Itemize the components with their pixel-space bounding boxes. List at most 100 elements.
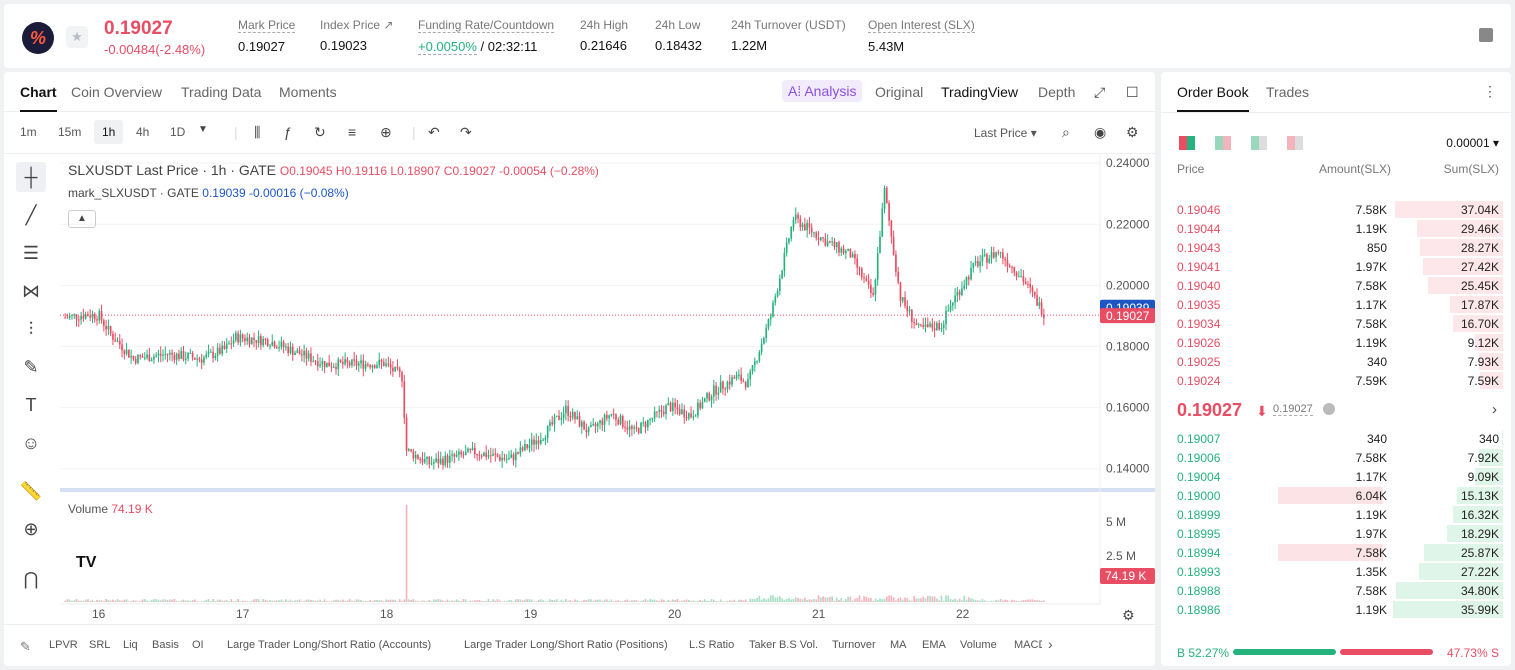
ruler-icon[interactable]: 📏: [19, 481, 43, 501]
scroll-right-icon[interactable]: ›: [1048, 636, 1053, 652]
ask-row[interactable]: 0.19043 850 28.27K: [1161, 238, 1511, 257]
add-alert-icon[interactable]: ⊕: [380, 124, 392, 140]
indicator-ls-accounts[interactable]: Large Trader Long/Short Ratio (Accounts): [227, 639, 432, 651]
timeframe-dropdown-icon[interactable]: ▼: [198, 124, 208, 135]
collapse-legend-button[interactable]: ▲: [68, 210, 96, 228]
crosshair-icon[interactable]: ┼: [16, 162, 46, 192]
expand-icon[interactable]: ⤢: [1094, 84, 1106, 100]
zoom-in-icon[interactable]: ⊕: [23, 519, 39, 539]
bid-row[interactable]: 0.19007 340 340: [1161, 429, 1511, 448]
indicators-icon[interactable]: ƒ: [284, 124, 292, 140]
timeframe-4h[interactable]: 4h: [136, 125, 150, 139]
camera-icon[interactable]: ◉: [1094, 124, 1107, 140]
bid-row[interactable]: 0.18988 7.58K 34.80K: [1161, 581, 1511, 600]
candle-body: [82, 316, 85, 319]
volume-bar: [778, 596, 781, 602]
bid-row[interactable]: 0.19004 1.17K 9.09K: [1161, 467, 1511, 486]
view-depth[interactable]: Depth: [1038, 84, 1076, 100]
more-options-icon[interactable]: ⋮: [1483, 83, 1497, 99]
view-original[interactable]: Original: [875, 84, 924, 100]
search-icon[interactable]: ⌕: [1062, 124, 1070, 140]
book-mode-asks-icon[interactable]: [1287, 136, 1303, 150]
ask-row[interactable]: 0.19041 1.97K 27.42K: [1161, 257, 1511, 276]
candle-body: [180, 351, 183, 359]
candle-body: [269, 345, 271, 347]
horizontal-lines-icon[interactable]: ☰: [22, 243, 40, 263]
candle-body: [876, 253, 879, 280]
stat-index-price[interactable]: Index Price ↗ 0.19023: [320, 18, 394, 53]
indicator-srl[interactable]: SRL: [89, 639, 111, 651]
timeframe-1d[interactable]: 1D: [170, 125, 186, 139]
bid-row[interactable]: 0.18993 1.35K 27.22K: [1161, 562, 1511, 581]
bid-row[interactable]: 0.18995 1.97K 18.29K: [1161, 524, 1511, 543]
volume-bar: [241, 600, 244, 602]
timeframe-1h[interactable]: 1h: [94, 120, 124, 144]
settings-gear-icon[interactable]: ⚙: [1126, 124, 1139, 140]
volume-bar: [1017, 601, 1020, 602]
indicator-ema[interactable]: EMA: [922, 639, 946, 651]
indicator-taker-vol[interactable]: Taker B.S Vol.: [749, 639, 819, 651]
edit-indicators-icon[interactable]: ✎: [20, 639, 31, 654]
indicator-ma[interactable]: MA: [890, 639, 907, 651]
view-tradingview[interactable]: TradingView: [941, 84, 1019, 100]
bid-row[interactable]: 0.19006 7.58K 7.92K: [1161, 448, 1511, 467]
magnet-icon[interactable]: ⋂: [23, 569, 39, 589]
trend-line-icon[interactable]: ╱: [25, 205, 37, 225]
chevron-right-icon[interactable]: ›: [1492, 401, 1497, 418]
indicator-oi[interactable]: OI: [192, 639, 204, 651]
ask-row[interactable]: 0.19040 7.58K 25.45K: [1161, 276, 1511, 295]
ask-row[interactable]: 0.19025 340 7.93K: [1161, 352, 1511, 371]
candle-body: [212, 351, 214, 359]
volume-bar: [68, 599, 71, 602]
tab-order-book[interactable]: Order Book: [1177, 84, 1249, 112]
bid-row[interactable]: 0.18994 7.58K 25.87K: [1161, 543, 1511, 562]
ask-row[interactable]: 0.19035 1.17K 17.87K: [1161, 295, 1511, 314]
ask-row[interactable]: 0.19024 7.59K 7.59K: [1161, 371, 1511, 390]
tab-moments[interactable]: Moments: [279, 84, 337, 100]
price-type-select[interactable]: Last Price ▾: [974, 126, 1037, 140]
book-mode-split-icon[interactable]: [1215, 136, 1231, 150]
book-mode-both-icon[interactable]: [1179, 136, 1195, 150]
ask-row[interactable]: 0.19026 1.19K 9.12K: [1161, 333, 1511, 352]
ask-row[interactable]: 0.19046 7.58K 37.04K: [1161, 200, 1511, 219]
price-chart[interactable]: 0.24000 0.22000 0.20000 0.18000 0.16000 0.140…: [60, 154, 1155, 624]
bid-row[interactable]: 0.18999 1.19K 16.32K: [1161, 505, 1511, 524]
timeframe-1m[interactable]: 1m: [20, 125, 37, 139]
candle-body: [109, 326, 112, 334]
book-mode-bids-icon[interactable]: [1251, 136, 1267, 150]
indicator-ls-positions[interactable]: Large Trader Long/Short Ratio (Positions…: [464, 639, 668, 651]
timeframe-15m[interactable]: 15m: [58, 125, 82, 139]
emoji-icon[interactable]: ☺: [21, 433, 41, 453]
tab-chart[interactable]: Chart: [20, 84, 57, 112]
tab-trades[interactable]: Trades: [1266, 84, 1310, 100]
templates-icon[interactable]: ≡: [348, 124, 357, 140]
text-tool-icon[interactable]: T: [25, 395, 37, 415]
row-sum: 37.04K: [1460, 203, 1499, 217]
brush-icon[interactable]: ✎: [23, 357, 39, 377]
undo-icon[interactable]: ↶: [428, 124, 440, 140]
notebook-icon[interactable]: [1479, 28, 1493, 42]
indicator-turnover[interactable]: Turnover: [832, 639, 876, 651]
bid-row[interactable]: 0.18986 1.19K 35.99K: [1161, 600, 1511, 619]
ask-row[interactable]: 0.19044 1.19K 29.46K: [1161, 219, 1511, 238]
redo-icon[interactable]: ↷: [460, 124, 472, 140]
indicator-volume[interactable]: Volume: [960, 639, 997, 651]
indicator-basis[interactable]: Basis: [152, 639, 179, 651]
fib-icon[interactable]: ⫶: [28, 319, 34, 339]
precision-select[interactable]: 0.00001 ▾: [1446, 136, 1499, 150]
pattern-icon[interactable]: ⋈: [22, 281, 40, 301]
tab-trading-data[interactable]: Trading Data: [181, 84, 262, 100]
indicator-lpvr[interactable]: LPVR: [49, 639, 78, 651]
candle-type-icon[interactable]: ⫼: [254, 124, 261, 140]
ai-analysis-button[interactable]: A⁞ Analysis: [782, 80, 863, 102]
indicator-ls-ratio[interactable]: L.S Ratio: [689, 639, 735, 651]
bid-row[interactable]: 0.19000 6.04K 15.13K: [1161, 486, 1511, 505]
indicator-liq[interactable]: Liq: [123, 639, 138, 651]
favorite-star-icon[interactable]: ★: [66, 26, 88, 48]
volume-bar: [694, 601, 697, 602]
ask-row[interactable]: 0.19034 7.58K 16.70K: [1161, 314, 1511, 333]
compare-icon[interactable]: ↻: [314, 124, 326, 140]
indicator-macd[interactable]: MACD: [1014, 639, 1042, 651]
window-icon[interactable]: ☐: [1126, 84, 1139, 100]
tab-coin-overview[interactable]: Coin Overview: [71, 84, 163, 100]
